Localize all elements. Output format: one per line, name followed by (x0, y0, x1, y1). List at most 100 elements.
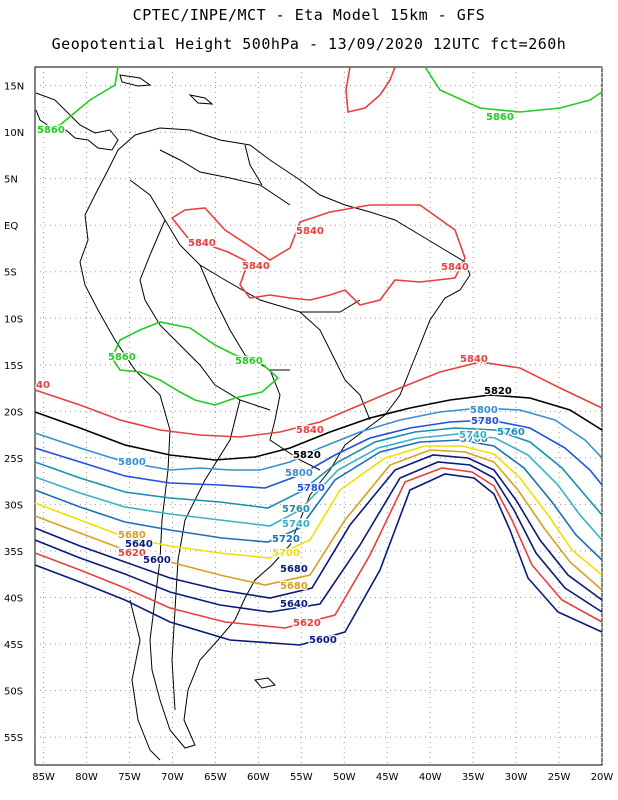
country-border (171, 399, 241, 711)
lat-tick-label: 15S (4, 361, 23, 372)
lat-tick-label: 15N (4, 82, 24, 93)
lon-tick-label: 35W (462, 772, 485, 783)
lat-tick-label: 40S (4, 593, 23, 604)
contour-5720 (34, 439, 603, 561)
contour-label: 5620 (293, 618, 321, 629)
contour-label: 5760 (460, 434, 488, 445)
contour-label: 5820 (484, 386, 512, 397)
contour-label: 5740 (459, 430, 487, 441)
contour-label: 5860 (486, 112, 514, 123)
contour-label: 5780 (471, 416, 499, 427)
country-border (139, 219, 271, 411)
lon-tick-label: 75W (118, 772, 141, 783)
map-title-line2: Geopotential Height 500hPa - 13/09/2020 … (51, 35, 567, 53)
contour-label: 5840 (296, 425, 324, 436)
country-border (199, 264, 290, 371)
lon-tick-label: 20W (591, 772, 614, 783)
lat-tick-label: 30S (4, 500, 23, 511)
contour-label: 5680 (280, 564, 308, 575)
contour-label: 5840 (460, 354, 488, 365)
contour-label: 5760 (497, 427, 525, 438)
lat-tick-label: 55S (4, 733, 23, 744)
graticule (35, 67, 603, 765)
contour-5760 (34, 427, 603, 516)
country-border (269, 369, 321, 471)
contour-5860-interior (111, 321, 280, 406)
contour-label: 5800 (285, 468, 313, 479)
contour-label: 5800 (118, 457, 146, 468)
lat-tick-label: 10N (4, 128, 24, 139)
contour-label: 5840 (242, 261, 270, 272)
contour-lines (34, 66, 603, 646)
lon-tick-label: 70W (161, 772, 184, 783)
contour-5840-amazon (170, 204, 466, 306)
contour-label: 5840 (296, 226, 324, 237)
contour-5680-gold (34, 449, 603, 591)
contour-5740 (34, 433, 603, 541)
lon-tick-label: 45W (376, 772, 399, 783)
contour-label: 5600 (309, 635, 337, 646)
lon-tick-label: 85W (32, 772, 55, 783)
lat-tick-label: 10S (4, 314, 23, 325)
contour-label: 5680 (118, 530, 146, 541)
country-border (244, 144, 263, 186)
contour-5700 (34, 445, 603, 576)
lon-tick-label: 80W (75, 772, 98, 783)
contour-label: 5820 (293, 450, 321, 461)
contour-label: 5740 (282, 519, 310, 530)
lat-tick-label: 25S (4, 454, 23, 465)
central-america-coast (35, 92, 119, 151)
contour-label: 40 (36, 380, 50, 391)
lat-tick-label: 50S (4, 687, 23, 698)
south-america-coast (79, 127, 471, 749)
contour-5620 (34, 467, 603, 629)
lat-tick-label: 35S (4, 547, 23, 558)
contour-label: 5620 (118, 548, 146, 559)
lon-tick-label: 30W (505, 772, 528, 783)
lat-tick-label: 45S (4, 640, 23, 651)
plot-frame (34, 66, 603, 766)
contour-label: 5780 (297, 483, 325, 494)
lat-tick-label: EQ (4, 221, 18, 232)
contour-label: 5680 (280, 581, 308, 592)
contour-5800 (34, 407, 603, 471)
country-border (299, 311, 371, 421)
contour-5680-navy (34, 454, 603, 601)
contour-5860-north (37, 66, 119, 131)
contour-5840-south (34, 361, 603, 438)
contour-label: 5640 (280, 599, 308, 610)
contour-label: 5860 (37, 125, 65, 136)
contour-label: 5760 (282, 504, 310, 515)
country-border (129, 179, 361, 313)
contour-5860-northeast (424, 66, 603, 113)
axis-ticks: 15N 10N 5N EQ 5S 10S 15S 20S 25S 30S 35S 40S 45S 50S 5… (4, 82, 613, 783)
contour-label: 5640 (125, 539, 153, 550)
lon-tick-label: 40W (419, 772, 442, 783)
contour-label: 5600 (143, 555, 171, 566)
contour-label-group: 5860 5860 5860 5860 5840 5840 5840 5840 … (35, 111, 526, 648)
contour-label: 5860 (108, 352, 136, 363)
caribbean-island (188, 94, 214, 105)
contour-label: 5840 (441, 262, 469, 273)
falklands-island (254, 677, 276, 689)
lon-tick-label: 50W (333, 772, 356, 783)
contour-label: 5860 (235, 356, 263, 367)
contour-5820 (34, 394, 603, 461)
contour-label: 5840 (188, 238, 216, 249)
contour-5640 (34, 461, 603, 613)
contour-label: 5700 (272, 548, 300, 559)
lon-tick-label: 25W (548, 772, 571, 783)
lon-tick-label: 60W (247, 772, 270, 783)
contour-label: 5800 (470, 405, 498, 416)
lat-tick-label: 20S (4, 407, 23, 418)
coastlines (35, 74, 471, 761)
contour-5600 (34, 473, 603, 646)
lon-tick-label: 65W (204, 772, 227, 783)
lat-tick-label: 5N (4, 175, 18, 186)
chile-islands (129, 599, 161, 761)
caribbean-island (119, 74, 152, 87)
country-border (159, 149, 291, 206)
map-title-line1: CPTEC/INPE/MCT - Eta Model 15km - GFS (132, 6, 486, 24)
lat-tick-label: 5S (4, 268, 17, 279)
